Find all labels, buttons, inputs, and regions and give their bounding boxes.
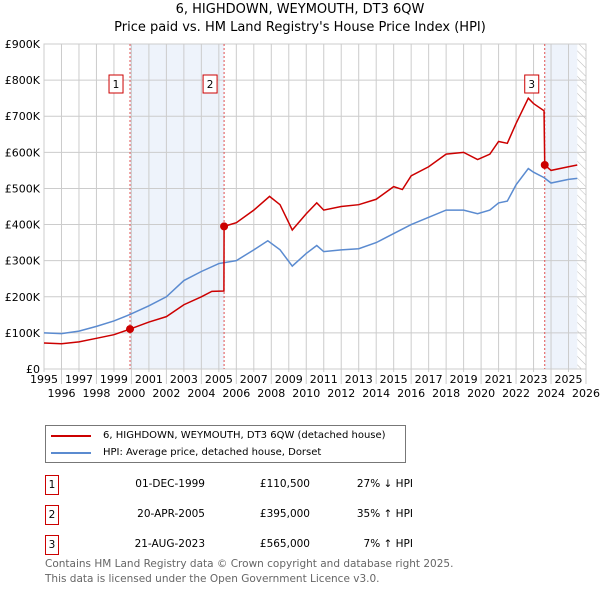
shaded-period-1-2 — [130, 44, 225, 369]
legend-item-hpi: HPI: Average price, detached house, Dors… — [46, 444, 321, 461]
sale-number: 1 — [45, 475, 59, 495]
y-tick-label: £600K — [5, 146, 41, 159]
x-tick-label: 2024 — [537, 387, 565, 400]
sale-number: 2 — [45, 505, 59, 525]
sale-date: 01-DEC-1999 — [135, 478, 205, 490]
x-tick-label: 2018 — [432, 387, 460, 400]
sale-label-box — [202, 74, 218, 94]
x-tick-label: 2017 — [415, 373, 443, 386]
chart-subtitle: Price paid vs. HM Land Registry's House … — [114, 20, 486, 35]
x-tick-label: 2007 — [240, 373, 268, 386]
legend-label: 6, HIGHDOWN, WEYMOUTH, DT3 6QW (detached… — [103, 430, 386, 441]
sale-price: £565,000 — [259, 538, 310, 550]
x-tick-label: 2026 — [572, 387, 600, 400]
y-tick-label: £700K — [5, 110, 41, 123]
plot-frame — [43, 43, 587, 370]
sale-hpi: 27% ↓ HPI — [356, 478, 413, 490]
x-tick-label: 2009 — [275, 373, 303, 386]
y-tick-label: £300K — [5, 255, 41, 268]
x-tick-label: 2025 — [555, 373, 583, 386]
x-tick-label: 2021 — [485, 373, 513, 386]
y-tick-label: £400K — [5, 219, 41, 232]
chart-title: 6, HIGHDOWN, WEYMOUTH, DT3 6QW — [175, 2, 425, 17]
x-tick-label: 2022 — [502, 387, 530, 400]
x-tick-label: 1998 — [82, 387, 110, 400]
x-tick-label: 2020 — [467, 387, 495, 400]
legend-item-property: 6, HIGHDOWN, WEYMOUTH, DT3 6QW (detached… — [46, 427, 386, 444]
x-tick-label: 2014 — [362, 387, 390, 400]
footer-copyright: Contains HM Land Registry data © Crown c… — [45, 558, 454, 570]
x-tick-label: 2023 — [520, 373, 548, 386]
sale-label: 2 — [207, 79, 214, 91]
legend-swatch-blue — [51, 451, 91, 454]
x-tick-label: 2002 — [152, 387, 180, 400]
sale-point — [126, 325, 135, 334]
sale-label-box — [524, 74, 540, 94]
x-tick-label: 1999 — [100, 373, 128, 386]
sale-date: 20-APR-2005 — [137, 508, 205, 520]
x-tick-label: 2015 — [380, 373, 408, 386]
sale-date: 21-AUG-2023 — [134, 538, 205, 550]
sale-hpi: 7% ↑ HPI — [363, 538, 413, 550]
sale-point — [540, 160, 549, 169]
x-tick-label: 2000 — [117, 387, 145, 400]
series-line — [43, 167, 578, 335]
sale-point — [220, 222, 229, 231]
x-tick-label: 1996 — [47, 387, 75, 400]
legend: 6, HIGHDOWN, WEYMOUTH, DT3 6QW (detached… — [45, 425, 406, 463]
x-tick-label: 2001 — [135, 373, 163, 386]
x-tick-label: 2012 — [327, 387, 355, 400]
sale-label: 1 — [113, 79, 120, 91]
x-tick-label: 1997 — [65, 373, 93, 386]
y-tick-label: £100K — [5, 327, 41, 340]
x-tick-label: 2006 — [222, 387, 250, 400]
sale-hpi: 35% ↑ HPI — [356, 508, 413, 520]
future-hatch — [577, 44, 586, 369]
sale-price: £395,000 — [259, 508, 310, 520]
x-tick-label: 2019 — [450, 373, 478, 386]
x-tick-label: 2016 — [397, 387, 425, 400]
x-tick-label: 2010 — [292, 387, 320, 400]
footer-licence: This data is licensed under the Open Gov… — [45, 573, 380, 585]
x-tick-label: 1995 — [30, 373, 58, 386]
x-tick-label: 2003 — [170, 373, 198, 386]
plot-area: 1995199619971998199920002001200220032004… — [5, 38, 600, 400]
y-tick-label: £500K — [5, 182, 41, 195]
y-tick-label: £800K — [5, 74, 41, 87]
y-tick-label: £200K — [5, 291, 41, 304]
y-tick-label: £0 — [26, 363, 40, 376]
x-tick-label: 2011 — [310, 373, 338, 386]
shaded-period-3-end — [544, 44, 578, 369]
legend-swatch-red — [51, 434, 91, 437]
y-tick-label: £900K — [5, 38, 41, 51]
sale-label: 3 — [528, 79, 535, 91]
sale-price: £110,500 — [259, 478, 310, 490]
x-tick-label: 2008 — [257, 387, 285, 400]
legend-label: HPI: Average price, detached house, Dors… — [103, 447, 322, 458]
x-tick-label: 2004 — [187, 387, 215, 400]
x-tick-label: 2013 — [345, 373, 373, 386]
sale-label-box — [108, 74, 124, 94]
x-tick-label: 2005 — [205, 373, 233, 386]
series-line — [43, 96, 578, 345]
sale-number: 3 — [45, 535, 59, 555]
